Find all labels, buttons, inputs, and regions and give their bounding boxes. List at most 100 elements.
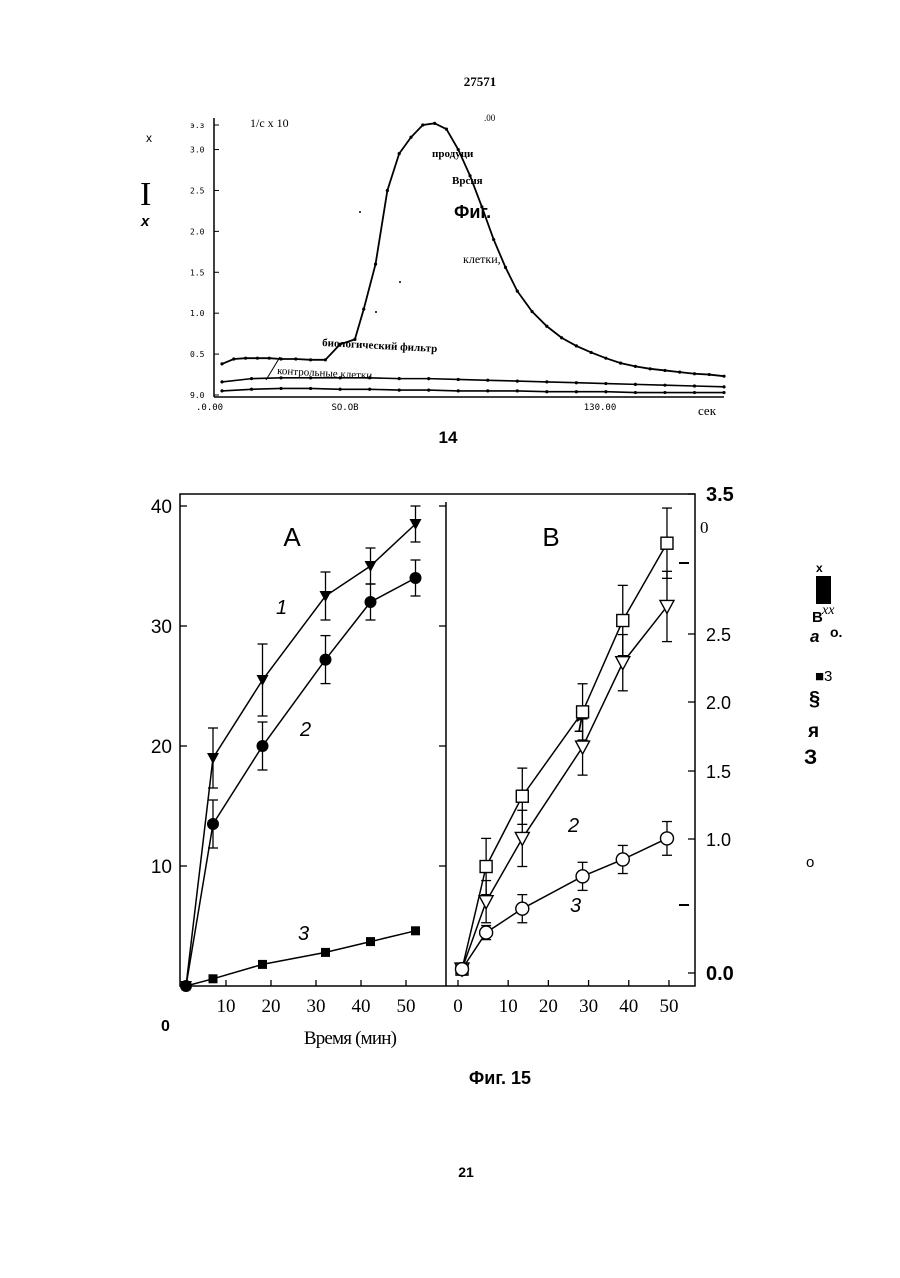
panel-b-series-line (462, 606, 667, 969)
panel-a-data-point (410, 572, 422, 584)
panel-b-y-tick-label: 1.5 (706, 762, 731, 782)
panel-a-series-line (186, 524, 416, 986)
panel-a-data-point (182, 982, 191, 991)
fig14-data-point (220, 362, 223, 365)
stray-label-i: I (140, 176, 151, 213)
panel-b-data-point (515, 832, 529, 845)
fig14-series-line (222, 123, 724, 376)
fig14-data-point (545, 325, 548, 328)
fig14-data-point (268, 357, 271, 360)
fig14-annotation-produtsi: продуци (432, 148, 474, 160)
fig14-data-point (663, 384, 666, 387)
panel-b-data-point (516, 902, 529, 915)
panel-b-series-line (462, 543, 667, 969)
fig14-data-point (309, 387, 312, 390)
panel-b-data-point (480, 926, 493, 939)
fig14-y-tick-label: 0.5 (190, 350, 205, 359)
fig14-data-point (545, 390, 548, 393)
right-glyph-block (816, 576, 831, 604)
page-number: 21 (458, 1164, 474, 1180)
fig14-data-point (604, 382, 607, 385)
fig14-annotation-vrsiya: Врсия (452, 175, 483, 187)
panel-b-y-tick-label: 0.0 (706, 963, 734, 985)
panel-b-series: 123 (455, 508, 674, 976)
panel-a-data-point (207, 753, 219, 764)
figure-15: A B 40302010 1020304050 3.52.52.01.51.00… (151, 484, 734, 1088)
panel-a-data-point (321, 948, 330, 957)
panel-b-series-label: 2 (567, 815, 579, 837)
fig14-data-point (445, 127, 448, 130)
fig14-data-point (516, 389, 519, 392)
fig14-y-tick-label: 1.5 (190, 268, 205, 277)
fig14-x-unit: сек (698, 403, 717, 418)
fig14-data-point (722, 375, 725, 378)
panel-a-series-label: 3 (298, 923, 309, 945)
fig14-data-point (386, 189, 389, 192)
panel-a-data-point (258, 960, 267, 969)
stray-label-x1: x (146, 131, 152, 145)
fig15-x-axis-label: Время (мин) (304, 1028, 397, 1049)
panel-b-x-tick-label: 30 (579, 996, 598, 1017)
panel-b-x-tick-label: 40 (619, 996, 638, 1017)
fig15-frame (180, 494, 695, 986)
panel-a-y-tick-label: 40 (151, 497, 172, 518)
panel-a-series: 1 2 3 (180, 506, 422, 992)
panel-b-data-point (617, 615, 629, 627)
panel-a-y-tick-label: 20 (151, 737, 172, 758)
stray-label-x2: x (140, 213, 150, 230)
panel-a-x-tick-label: 10 (217, 996, 236, 1017)
fig14-corner-label: .00 (484, 113, 496, 123)
panel-a-y-tick-label: 10 (151, 857, 172, 878)
fig14-data-point (530, 310, 533, 313)
panel-b-data-point (576, 870, 589, 883)
fig14-caption: 14 (439, 428, 458, 447)
fig14-data-point (398, 152, 401, 155)
fig14-data-point (486, 379, 489, 382)
panel-a-data-point (257, 740, 269, 752)
panel-a-y-tick-label: 30 (151, 617, 172, 638)
fig15-caption: Фиг. 15 (469, 1068, 531, 1088)
fig14-y-tick-label: 2.0 (190, 227, 205, 236)
fig14-data-point (324, 358, 327, 361)
fig14-data-point (516, 379, 519, 382)
fig14-data-point (560, 336, 563, 339)
panel-a-x-tick-label: 30 (307, 996, 326, 1017)
fig14-data-point (590, 351, 593, 354)
fig14-speck (359, 211, 361, 213)
panel-a-data-point (320, 591, 332, 602)
fig14-data-point (516, 289, 519, 292)
panel-a-data-point (365, 561, 377, 572)
panel-b-data-point (660, 832, 673, 845)
panel-a-x-tick-label: 50 (397, 996, 416, 1017)
panel-a-data-point (365, 596, 377, 608)
fig14-data-point (256, 357, 259, 360)
panel-b-data-point (479, 896, 493, 909)
fig14-data-point (663, 391, 666, 394)
fig14-data-point (604, 390, 607, 393)
right-glyph-xx: xx (821, 603, 835, 618)
panel-a-data-point (411, 926, 420, 935)
fig14-data-point (339, 388, 342, 391)
panel-b-data-point (576, 741, 590, 754)
fig14-data-point (457, 378, 460, 381)
fig14-data-point (250, 377, 253, 380)
fig14-speck (399, 281, 401, 283)
fig14-data-point (492, 238, 495, 241)
fig14-data-point (575, 381, 578, 384)
fig14-data-point (693, 391, 696, 394)
figure-14: э.з3.02.52.01.51.00.59.0 .0.00SO.OB130.0… (140, 113, 726, 447)
fig14-speck (375, 311, 377, 313)
panel-a-series-label: 1 (276, 597, 287, 619)
fig14-data-point (708, 373, 711, 376)
panel-b-y-extra-label: 0 (700, 518, 709, 537)
fig14-data-point (486, 389, 489, 392)
fig14-x-tick-label: 130.00 (584, 403, 617, 413)
fig14-x-ticks: .0.00SO.OB130.00 (196, 403, 616, 413)
panel-a-series-label: 2 (299, 719, 311, 741)
fig14-data-point (693, 384, 696, 387)
panel-a-data-point (366, 937, 375, 946)
right-glyph-small-o: o (806, 854, 814, 871)
right-glyph-square3: ■3 (815, 668, 832, 685)
fig14-label-control-cells: контрольные клетки (277, 365, 373, 382)
